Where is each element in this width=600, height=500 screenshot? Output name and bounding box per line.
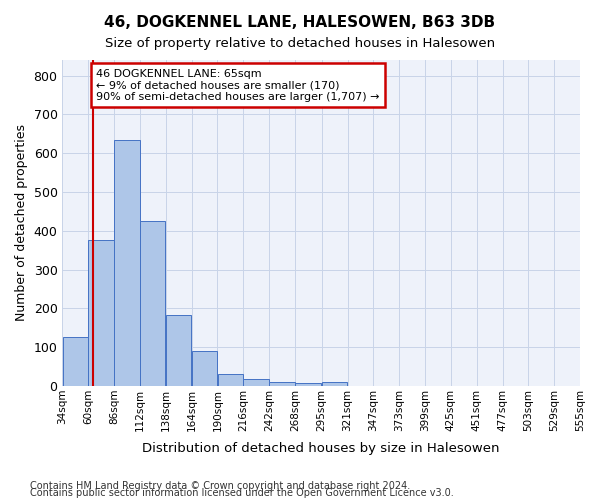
X-axis label: Distribution of detached houses by size in Halesowen: Distribution of detached houses by size … (142, 442, 500, 455)
Bar (88, 240, 114, 386)
Bar (62, 338, 88, 386)
Bar (269, 382, 295, 386)
Text: 46 DOGKENNEL LANE: 65sqm
← 9% of detached houses are smaller (170)
90% of semi-d: 46 DOGKENNEL LANE: 65sqm ← 9% of detache… (96, 68, 380, 102)
Text: 46, DOGKENNEL LANE, HALESOWEN, B63 3DB: 46, DOGKENNEL LANE, HALESOWEN, B63 3DB (104, 15, 496, 30)
Bar (295, 383, 322, 386)
Bar (166, 315, 191, 386)
Text: Size of property relative to detached houses in Halesowen: Size of property relative to detached ho… (105, 38, 495, 51)
Bar (322, 382, 347, 386)
Text: Contains HM Land Registry data © Crown copyright and database right 2024.: Contains HM Land Registry data © Crown c… (30, 481, 410, 491)
Bar (192, 351, 217, 386)
Text: Contains public sector information licensed under the Open Government Licence v3: Contains public sector information licen… (30, 488, 454, 498)
Bar (218, 374, 243, 386)
Bar (140, 221, 166, 386)
Bar (244, 380, 269, 386)
Bar (115, 140, 140, 386)
Y-axis label: Number of detached properties: Number of detached properties (15, 124, 28, 322)
